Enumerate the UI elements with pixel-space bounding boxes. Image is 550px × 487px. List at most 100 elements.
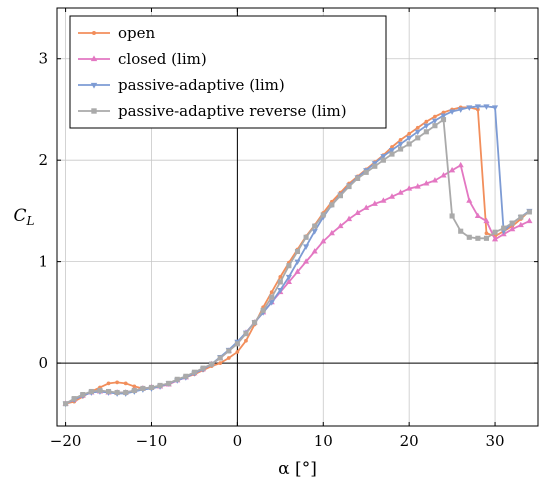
data-point	[440, 113, 447, 119]
x-tick-label: −10	[136, 432, 168, 450]
data-point	[483, 235, 490, 241]
data-point	[406, 185, 413, 191]
data-point	[217, 355, 223, 361]
data-point	[518, 214, 524, 220]
series-4	[63, 117, 532, 407]
data-point	[329, 202, 335, 208]
data-point	[407, 131, 412, 136]
data-point	[252, 319, 258, 326]
data-point	[174, 376, 180, 382]
data-point	[226, 356, 231, 360]
data-point	[380, 154, 387, 160]
data-point	[63, 401, 69, 407]
data-point	[294, 248, 301, 255]
data-point	[244, 338, 248, 343]
data-point	[526, 209, 532, 215]
data-point	[277, 279, 283, 285]
data-point	[166, 380, 172, 386]
data-point	[363, 204, 370, 210]
data-point	[303, 244, 310, 250]
data-point	[441, 110, 446, 115]
data-point	[466, 197, 473, 203]
data-point	[457, 161, 464, 168]
data-point	[140, 385, 146, 392]
legend-label: passive-adaptive (lim)	[118, 76, 285, 94]
data-point	[433, 114, 437, 119]
data-point	[423, 180, 430, 186]
x-tick-label: 10	[314, 432, 333, 450]
data-point	[449, 166, 456, 173]
data-point	[484, 231, 489, 236]
data-point	[423, 129, 429, 135]
data-point	[440, 117, 447, 123]
series-group	[62, 104, 533, 408]
data-point	[423, 123, 430, 130]
data-point	[105, 388, 112, 395]
legend-label: passive-adaptive reverse (lim)	[118, 102, 347, 120]
data-point	[243, 331, 249, 337]
data-point	[406, 141, 412, 147]
data-point	[294, 259, 301, 266]
data-point	[277, 288, 284, 294]
data-point	[303, 234, 309, 240]
legend-item: passive-adaptive reverse (lim)	[78, 102, 347, 120]
data-point	[466, 105, 473, 111]
legend-marker	[91, 108, 97, 114]
x-tick-label: 30	[486, 432, 505, 450]
data-point	[390, 145, 394, 149]
legend-marker	[92, 31, 96, 35]
data-point	[491, 105, 499, 111]
data-point	[415, 135, 421, 141]
data-point	[269, 294, 275, 300]
data-point	[235, 350, 240, 354]
data-point	[115, 380, 119, 385]
y-axis-label: CL	[14, 206, 35, 228]
data-point	[346, 184, 352, 190]
data-point	[449, 109, 456, 115]
data-point	[458, 228, 464, 234]
data-point	[97, 387, 103, 394]
data-point	[424, 119, 429, 124]
data-point	[397, 189, 404, 195]
data-point	[311, 248, 318, 254]
data-point	[157, 382, 163, 388]
data-point	[457, 107, 464, 113]
data-point	[285, 274, 292, 281]
data-point	[132, 384, 137, 389]
data-point	[114, 389, 120, 396]
legend-label: open	[118, 24, 156, 42]
data-point	[311, 229, 318, 235]
data-point	[320, 237, 327, 244]
data-point	[285, 278, 292, 284]
data-point	[388, 147, 396, 154]
data-point	[278, 274, 283, 279]
legend-item: closed (lim)	[78, 50, 207, 68]
data-point	[355, 175, 361, 181]
data-point	[354, 209, 361, 215]
data-point	[414, 183, 421, 189]
data-point	[475, 235, 481, 241]
x-tick-label: −20	[50, 432, 82, 450]
legend-marker	[90, 55, 98, 62]
data-point	[88, 388, 94, 395]
legend-label: closed (lim)	[118, 50, 207, 68]
legend-item: passive-adaptive (lim)	[78, 76, 285, 94]
data-point	[234, 341, 240, 347]
y-tick-label: 0	[38, 354, 48, 372]
data-point	[398, 138, 403, 142]
data-point	[345, 215, 353, 222]
data-point	[389, 151, 395, 157]
x-axis-label: α [°]	[278, 459, 317, 479]
data-point	[449, 213, 455, 219]
data-point	[209, 361, 215, 367]
data-point	[123, 381, 128, 386]
data-point	[363, 169, 369, 175]
data-point	[218, 361, 223, 365]
data-point	[183, 373, 189, 379]
data-point	[328, 229, 335, 236]
data-point	[474, 212, 481, 219]
y-tick-label: 3	[38, 50, 48, 68]
data-point	[294, 268, 301, 274]
data-point	[491, 235, 499, 242]
